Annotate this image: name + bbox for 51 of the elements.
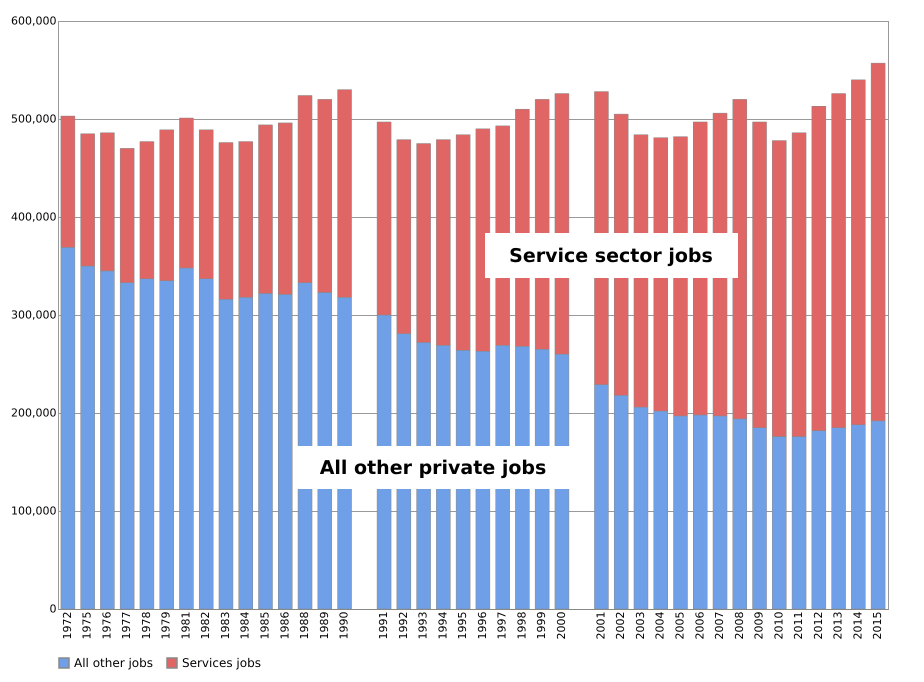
x-tick-label: 2001 <box>594 612 608 640</box>
x-tick-label: 2015 <box>871 612 884 640</box>
x-tick-label: 1978 <box>140 612 153 640</box>
x-tick-label: 1986 <box>278 612 292 640</box>
x-tick-label: 1972 <box>60 612 74 640</box>
x-tick-label: 1998 <box>515 612 528 640</box>
y-tick-label: 400,000 <box>11 210 56 224</box>
x-tick-label: 2000 <box>554 612 568 640</box>
legend-label: Services jobs <box>182 656 261 670</box>
x-tick-label: 2013 <box>832 612 845 640</box>
x-tick-label: 2005 <box>674 612 686 640</box>
x-tick-label: 1975 <box>80 612 94 640</box>
x-tick-label: 1993 <box>416 612 430 640</box>
x-tick-label: 2007 <box>713 612 726 640</box>
x-tick-label: 1983 <box>218 612 232 640</box>
x-tick-label: 1981 <box>179 612 192 640</box>
annotation: Service sector jobs <box>509 245 713 267</box>
y-tick-label: 100,000 <box>11 504 56 518</box>
y-tick-label: 600,000 <box>11 14 56 28</box>
y-tick-label: 200,000 <box>11 406 56 420</box>
y-tick-label: 300,000 <box>11 308 56 322</box>
x-tick-label: 1990 <box>338 612 351 640</box>
x-tick-label: 2010 <box>772 612 786 640</box>
x-tick-label: 2014 <box>851 612 864 640</box>
x-tick-label: 1995 <box>456 612 470 640</box>
legend-label: All other jobs <box>74 656 154 670</box>
x-tick-label: 1976 <box>100 612 114 640</box>
x-tick-label: 1984 <box>238 612 252 640</box>
x-tick-label: 1985 <box>258 612 272 640</box>
x-tick-label: 1999 <box>535 612 548 640</box>
x-tick-label: 1994 <box>436 612 450 640</box>
x-tick-label: 2012 <box>812 612 825 640</box>
x-tick-label: 2002 <box>614 612 628 640</box>
x-tick-label: 1977 <box>120 612 134 640</box>
x-tick-label: 1997 <box>496 612 509 640</box>
x-tick-label: 2011 <box>792 612 806 640</box>
x-tick-label: 1979 <box>160 612 173 640</box>
x-tick-label: 2004 <box>654 612 667 640</box>
x-tick-label: 1982 <box>199 612 212 640</box>
annotation: All other private jobs <box>320 457 546 479</box>
x-tick-label: 2006 <box>693 612 706 640</box>
x-tick-label: 1988 <box>298 612 312 640</box>
x-tick-label: 2003 <box>634 612 647 640</box>
x-tick-label: 1989 <box>318 612 331 640</box>
y-tick-label: 500,000 <box>11 112 56 126</box>
x-tick-label: 1996 <box>476 612 489 640</box>
y-tick-label: 0 <box>50 602 56 616</box>
x-tick-label: 2009 <box>752 612 766 640</box>
x-tick-label: 2008 <box>732 612 746 640</box>
x-tick-label: 1992 <box>396 612 410 640</box>
x-tick-label: 1991 <box>377 612 390 640</box>
